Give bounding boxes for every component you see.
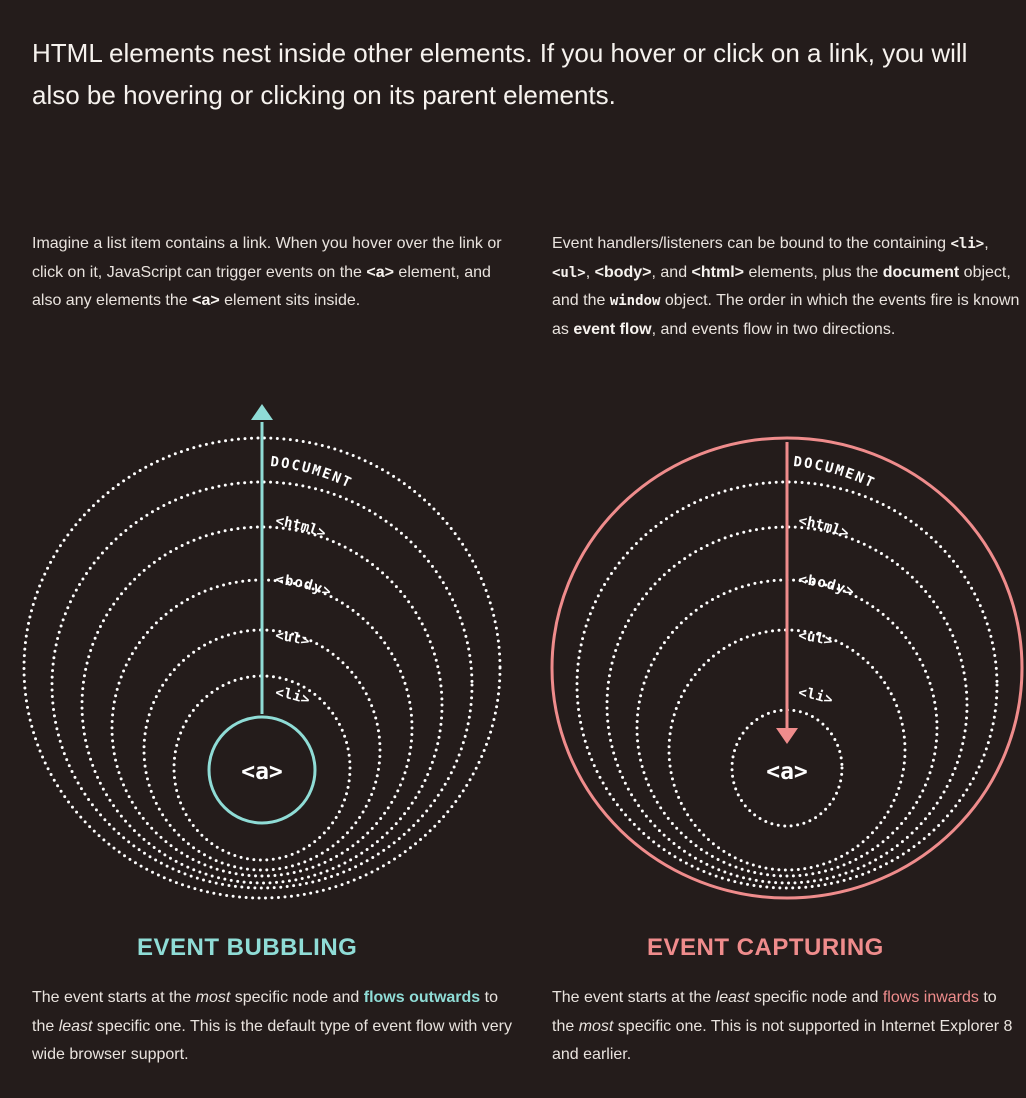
- emphasis-most: most: [578, 1017, 614, 1035]
- a-node: [207, 715, 317, 825]
- intro-left-part: Imagine a list item contains a link. Whe…: [32, 235, 502, 281]
- svg-text:<html>: <html>: [797, 513, 851, 542]
- bubbling-desc-part: to the: [32, 989, 498, 1035]
- html-ring: [50, 480, 474, 890]
- intro-right-text: Event handlers/listeners can be bound to…: [552, 230, 1022, 344]
- intro-left-part: element, and also any elements the: [32, 263, 491, 310]
- capturing-desc-part: specific node and: [749, 989, 883, 1006]
- body-ring: [80, 525, 444, 885]
- bubbling-desc-part: The event starts at the: [32, 989, 196, 1006]
- svg-text:<ul>: <ul>: [275, 628, 312, 650]
- intro-left-text: Imagine a list item contains a link. Whe…: [32, 230, 502, 316]
- label-document: DOCUMENT: [270, 454, 354, 492]
- li-tag-inline: <li>: [950, 236, 985, 252]
- li-ring: [667, 628, 907, 872]
- bubbling-diagram: DOCUMENT <html> <body> <ul> <li> <a>: [22, 404, 502, 900]
- intro-right-part: , and events flow in two directions.: [651, 320, 896, 338]
- emphasis-most: most: [195, 989, 231, 1006]
- bubbling-arrow-head: [251, 404, 273, 420]
- intro-right-part: ,: [585, 263, 595, 281]
- html-tag-inline: <html>: [691, 263, 745, 281]
- event-flow-diagram: DOCUMENT <html> <body> <ul> <li> <a> DOC…: [22, 404, 1024, 900]
- label-html: <html>: [797, 513, 851, 542]
- svg-text:<ul>: <ul>: [798, 628, 835, 650]
- intro-right-part: elements, plus the: [744, 263, 883, 281]
- capturing-arrow-head: [776, 728, 798, 744]
- capturing-description: The event starts at the least specific n…: [552, 984, 1022, 1070]
- document-keyword: document: [882, 263, 960, 281]
- capturing-desc-part: to the: [552, 989, 997, 1035]
- bubbling-description: The event starts at the most specific no…: [32, 984, 512, 1070]
- intro-right-part: ,: [984, 235, 989, 252]
- svg-text:<body>: <body>: [275, 572, 335, 601]
- outer-ring: [550, 436, 1024, 900]
- label-html: <html>: [274, 513, 328, 542]
- emphasis-least: least: [715, 989, 750, 1006]
- svg-text:DOCUMENT: DOCUMENT: [270, 454, 356, 492]
- svg-text:<li>: <li>: [275, 685, 313, 709]
- emphasis-least: least: [58, 1017, 93, 1035]
- a-tag-inline: <a>: [366, 263, 394, 281]
- capturing-desc-part: specific one. This is not supported in I…: [552, 1017, 1013, 1064]
- html-ring: [575, 480, 999, 890]
- bubbling-desc-part: specific node and: [230, 989, 364, 1006]
- label-ul: <ul>: [798, 628, 835, 650]
- flows-inwards-highlight: flows inwards: [882, 989, 979, 1006]
- bubbling-desc-part: specific one. This is the default type o…: [32, 1017, 512, 1064]
- svg-text:<body>: <body>: [798, 572, 858, 601]
- bubbling-title: EVENT BUBBLING: [137, 934, 358, 961]
- capturing-title: EVENT CAPTURING: [647, 934, 884, 961]
- capturing-desc-part: The event starts at the: [552, 989, 716, 1006]
- intro-right-part: object. The order in which the events fi…: [552, 292, 1020, 338]
- capturing-diagram: DOCUMENT <html> <body> <ul> <li> <a>: [550, 436, 1024, 900]
- intro-left-part: element sits inside.: [219, 292, 361, 309]
- ul-tag-inline: <ul>: [552, 264, 586, 281]
- label-a: <a>: [766, 759, 808, 785]
- intro-right-part: object, and the: [552, 263, 1011, 310]
- body-tag-inline: <body>: [594, 263, 652, 281]
- label-li: <li>: [798, 685, 836, 709]
- label-ul: <ul>: [275, 628, 312, 650]
- a-tag-inline: <a>: [192, 292, 220, 309]
- label-a: <a>: [241, 759, 283, 785]
- body-ring: [605, 525, 969, 885]
- intro-right-part: , and: [651, 263, 692, 281]
- headline: HTML elements nest inside other elements…: [32, 38, 968, 110]
- li-ring: [142, 628, 382, 872]
- svg-text:<li>: <li>: [798, 685, 836, 709]
- intro-right-part: Event handlers/listeners can be bound to…: [552, 235, 951, 252]
- label-body: <body>: [275, 572, 334, 601]
- flows-outwards-highlight: flows outwards: [363, 989, 481, 1006]
- document-ring: [22, 436, 502, 900]
- event-flow-term: event flow: [573, 320, 652, 338]
- label-li: <li>: [275, 685, 313, 709]
- window-keyword: window: [609, 293, 661, 309]
- label-body: <body>: [798, 572, 857, 601]
- svg-text:<html>: <html>: [274, 513, 328, 542]
